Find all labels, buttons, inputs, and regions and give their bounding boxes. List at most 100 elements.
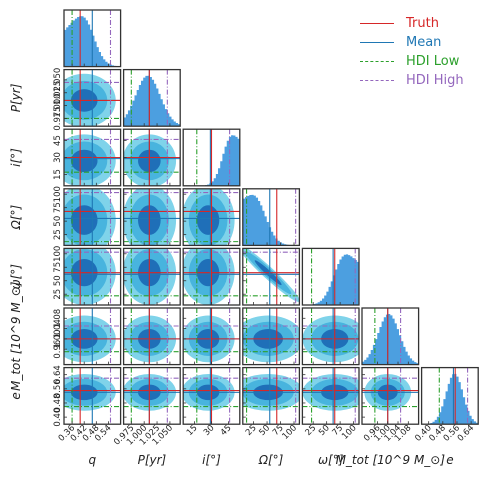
panel-frame: [242, 247, 301, 306]
y-tick-label-m-tot-10-9-m: 1.00: [53, 329, 63, 348]
x-tick-label-e: 0.64: [456, 423, 476, 443]
panel--vs-p-yr: [122, 188, 181, 247]
x-axis-label-p-yr: P[yr]: [138, 453, 167, 467]
panel--vs-i: [182, 247, 241, 306]
panel-frame: [242, 366, 301, 425]
panel-frame: [242, 307, 301, 366]
panel-e-vs-: [301, 366, 360, 425]
legend-label-truth: Truth: [406, 16, 439, 31]
panel--vs-: [301, 247, 360, 306]
panel--vs-i: [182, 188, 241, 247]
panel-frame: [63, 366, 122, 425]
panel-p-yr-vs-q: [63, 68, 122, 127]
legend-swatch-mean: [360, 42, 394, 43]
legend-item-hdi-low: HDI Low: [360, 52, 495, 71]
y-tick-label-e: 0.48: [53, 394, 63, 413]
panel-frame: [420, 366, 479, 425]
panel-m-tot-10-9-m-vs-q: [63, 307, 122, 366]
y-axis-label-p-yr: P[yr]: [9, 83, 23, 112]
panel--vs-p-yr: [122, 247, 181, 306]
panel-e-vs-i: [182, 366, 241, 425]
legend-item-truth: Truth: [360, 14, 495, 33]
panel-frame: [63, 188, 122, 247]
panel-frame: [63, 68, 122, 127]
panel-p-yr-vs-p-yr: [122, 68, 181, 127]
panel-m-tot-10-9-m-vs-p-yr: [122, 307, 181, 366]
panel-q-vs-q: [63, 9, 122, 68]
y-tick-label-m-tot-10-9-m: 1.08: [53, 309, 63, 328]
panel-frame: [122, 307, 181, 366]
panel-frame: [361, 366, 420, 425]
x-tick-label-: 100: [281, 423, 300, 442]
legend-item-mean: Mean: [360, 33, 495, 52]
y-tick-label-: 100: [53, 186, 63, 202]
y-tick-label-: 75: [53, 202, 63, 213]
y-axis-label-e: e: [9, 392, 23, 399]
x-tick-label-: 100: [340, 423, 359, 442]
panel-frame: [63, 9, 122, 68]
y-tick-label-: 50: [53, 275, 63, 286]
legend-label-hdi-high: HDI High: [406, 73, 464, 88]
y-axis-label-m-tot-10-9-m: M_tot [10^9 M_⊙]: [9, 281, 23, 391]
panel-frame: [301, 307, 360, 366]
x-axis-label-q: q: [88, 453, 96, 467]
panel-frame: [122, 68, 181, 127]
x-tick-label-i: 45: [219, 423, 234, 438]
y-axis-label-: ω[°]: [9, 264, 23, 290]
contour-level-3: [70, 205, 98, 235]
y-tick-label-: 25: [53, 289, 63, 300]
panel-frame: [63, 307, 122, 366]
contour-level-3: [196, 205, 220, 235]
panel--vs-q: [63, 247, 122, 306]
y-tick-label-: 100: [53, 246, 63, 262]
legend-swatch-hdi-high: [360, 80, 394, 81]
y-tick-label-e: 0.64: [53, 365, 63, 384]
y-axis-label-i: i[°]: [9, 148, 23, 167]
panel-e-vs-q: [63, 366, 122, 425]
panel-m-tot-10-9-m-vs-i: [182, 307, 241, 366]
histogram-i: [189, 135, 240, 186]
y-tick-label-: 75: [53, 262, 63, 273]
panel-frame: [122, 366, 181, 425]
y-tick-label-e: 0.56: [53, 379, 63, 398]
legend-label-mean: Mean: [406, 35, 442, 50]
panel-i-vs-q: [63, 128, 122, 187]
contour-level-3: [70, 149, 98, 173]
y-tick-label-p-yr: 1.025: [53, 81, 63, 105]
histogram-p-yr: [123, 75, 181, 127]
panel-m-tot-10-9-m-vs-: [242, 307, 301, 366]
panel--vs-q: [63, 188, 122, 247]
y-tick-label-p-yr: 0.975: [53, 106, 63, 130]
histogram-e: [421, 373, 479, 425]
legend-item-hdi-high: HDI High: [360, 71, 495, 90]
histogram-: [242, 194, 300, 246]
panel-i-vs-p-yr: [122, 128, 181, 187]
panel-frame: [361, 307, 420, 366]
panel-i-vs-i: [182, 128, 241, 187]
legend-label-hdi-low: HDI Low: [406, 54, 460, 69]
legend: Truth Mean HDI Low HDI High: [360, 14, 495, 90]
x-axis-label-m-tot-10-9-m: M_tot [10^9 M_⊙]: [336, 453, 446, 467]
x-axis-label-: ω[°]: [318, 453, 344, 467]
y-tick-label-m-tot-10-9-m: 0.96: [53, 340, 63, 359]
legend-swatch-hdi-low: [360, 61, 394, 62]
y-tick-label-i: 45: [53, 135, 63, 146]
panel-e-vs-m-tot-10-9-m: [361, 366, 420, 425]
panel--vs-: [242, 188, 301, 247]
panel-m-tot-10-9-m-vs-: [301, 307, 360, 366]
legend-swatch-truth: [360, 23, 394, 24]
panel--vs-: [242, 247, 301, 306]
y-tick-label-p-yr: 1.050: [53, 68, 63, 92]
panel-frame: [63, 247, 122, 306]
y-tick-label-i: 30: [53, 152, 63, 163]
x-tick-label-i: 15: [185, 423, 200, 438]
histogram-m-tot-10-9-m: [362, 314, 419, 365]
y-tick-label-p-yr: 1.000: [53, 93, 63, 117]
y-tick-label-e: 0.40: [53, 408, 63, 427]
histogram-: [302, 254, 359, 305]
panel-e-vs-p-yr: [122, 366, 181, 425]
y-tick-label-i: 15: [53, 169, 63, 180]
panel-e-vs-e: [420, 366, 479, 425]
y-axis-label-: Ω[°]: [9, 205, 23, 231]
